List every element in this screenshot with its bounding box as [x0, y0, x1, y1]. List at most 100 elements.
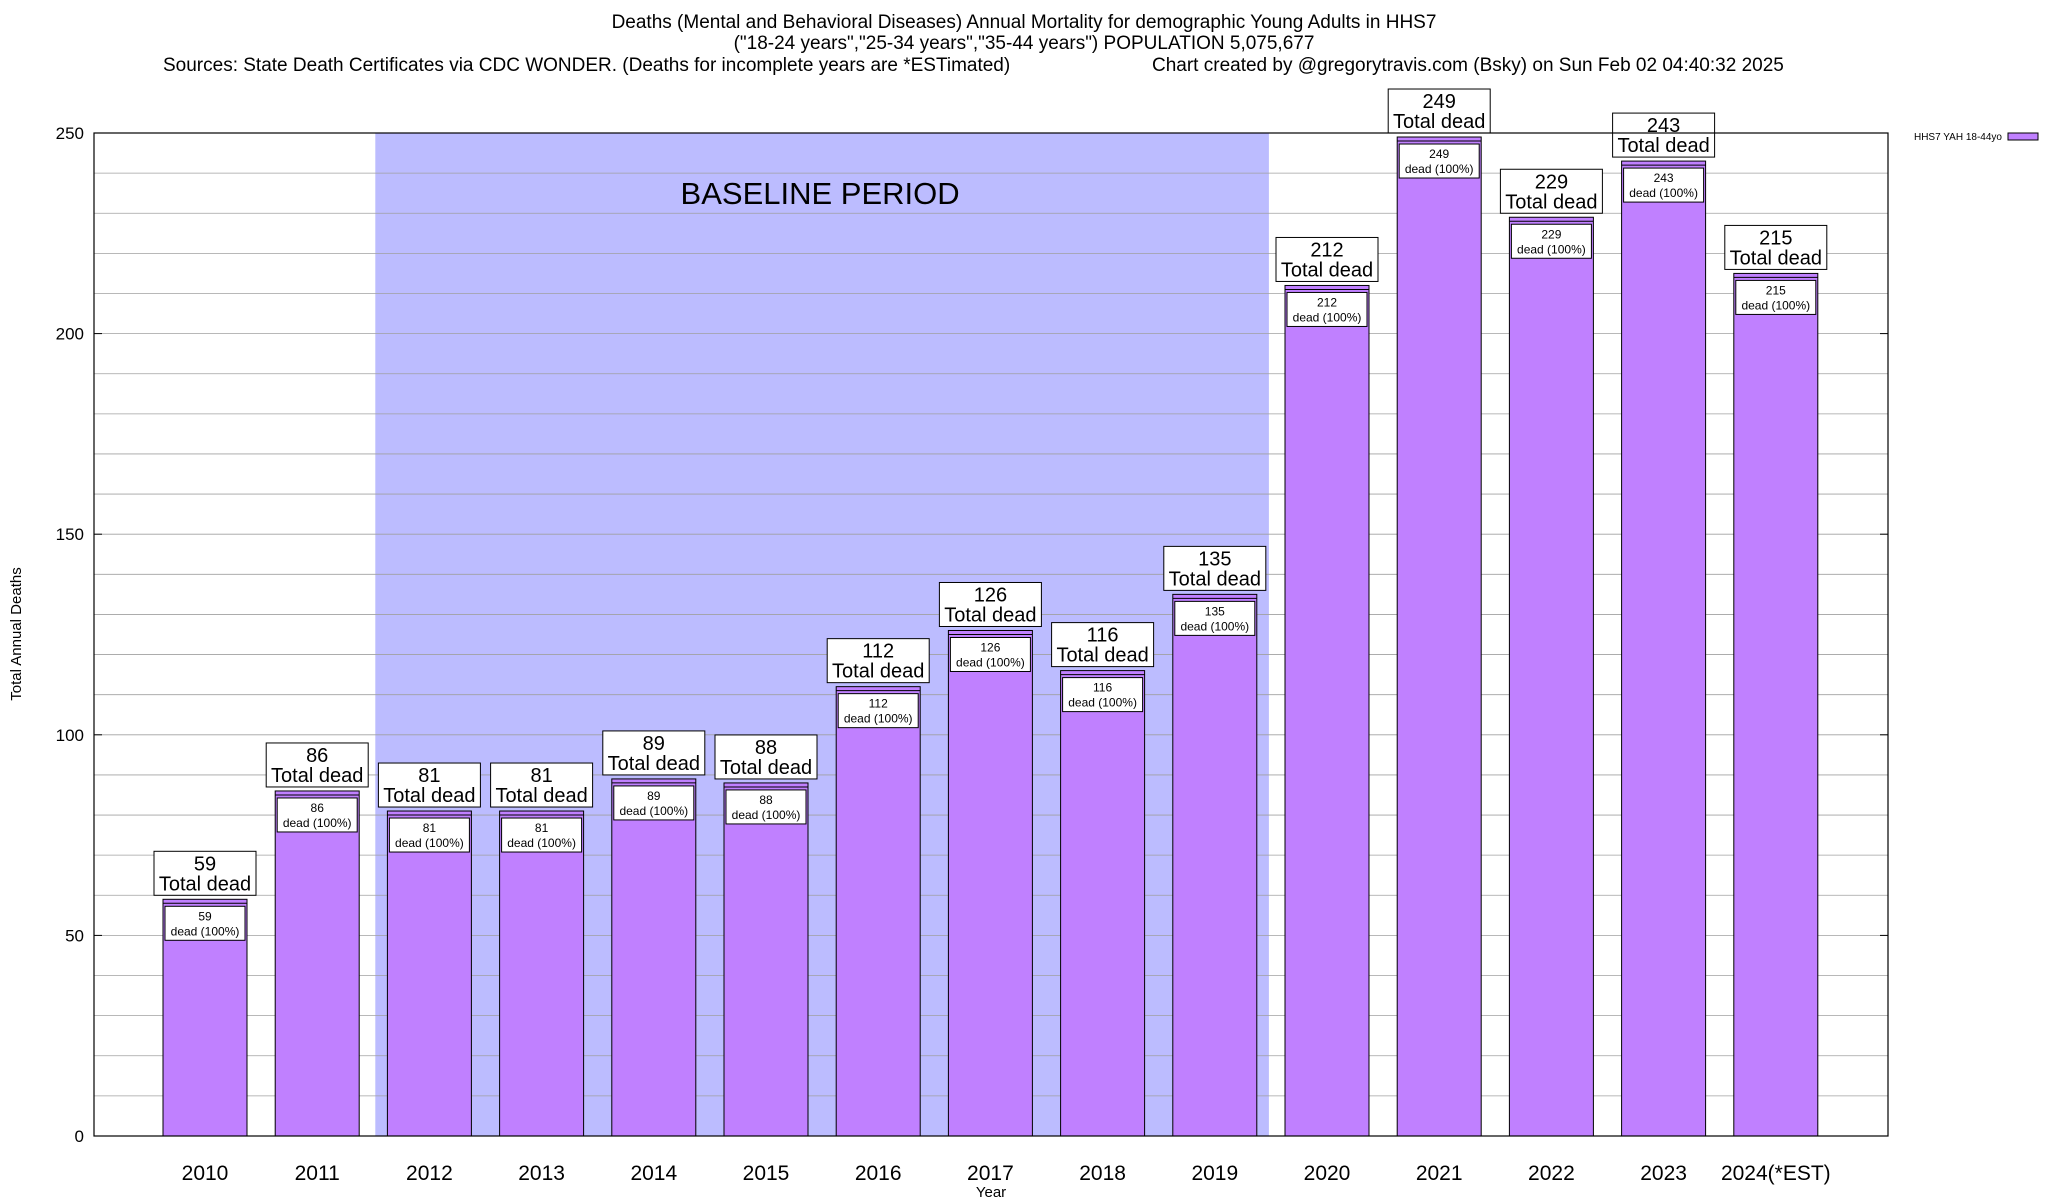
bar-inner-label-box: [1623, 167, 1705, 203]
bar-inner-label: dead (100%): [1741, 298, 1810, 312]
bar: [611, 778, 697, 1137]
bar-total-label: Total dead: [159, 873, 251, 895]
baseline-annotation: BASELINE PERIOD: [681, 176, 960, 211]
bar-inner-value: 88: [759, 793, 773, 807]
bar-total-label-box: [1163, 545, 1267, 591]
bar-inner-label: dead (100%): [1068, 696, 1137, 710]
bar-inner-label-box: [725, 789, 807, 825]
bar-inner-label-box: [388, 817, 470, 853]
bar-inner-label-box: [837, 693, 919, 729]
bar: [386, 810, 472, 1137]
bar: [723, 782, 809, 1137]
bar-total-label: Total dead: [608, 753, 700, 775]
bar-inner-value: 126: [980, 640, 1000, 654]
x-tick-label: 2022: [1528, 1162, 1575, 1185]
bar-inner-label-box: [1398, 143, 1480, 179]
bar-total-label-box: [826, 638, 930, 684]
bar: [499, 810, 585, 1137]
bar-inner-value: 212: [1317, 295, 1337, 309]
bar: [835, 686, 921, 1137]
bar-total-value: 229: [1535, 171, 1568, 193]
bar-inner-label-box: [276, 797, 358, 833]
x-tick-label: 2013: [518, 1162, 565, 1185]
bar-inner-label: dead (100%): [1405, 162, 1474, 176]
x-tick-label: 2014: [630, 1162, 677, 1185]
y-tick-label: 100: [56, 726, 84, 745]
bar-total-label-box: [1612, 112, 1716, 158]
bar-total-label-box: [377, 762, 481, 808]
bar-total-label: Total dead: [944, 604, 1036, 626]
bar-inner-value: 135: [1205, 604, 1225, 618]
bar-inner-label-box: [164, 905, 246, 941]
bar-total-label: Total dead: [832, 661, 924, 683]
bar: [1621, 160, 1707, 1137]
x-tick-label: 2015: [743, 1162, 790, 1185]
bar-inner-label-box: [1286, 291, 1368, 327]
legend-label: HHS7 YAH 18-44yo: [1914, 132, 2002, 143]
chart-sources: Sources: State Death Certificates via CD…: [163, 55, 1011, 76]
bar-total-label: Total dead: [383, 785, 475, 807]
bar-total-label-box: [490, 762, 594, 808]
bar-total-label-box: [265, 742, 369, 788]
bar: [1284, 284, 1370, 1137]
bar-total-label-box: [1499, 168, 1603, 214]
x-tick-label: 2021: [1416, 1162, 1463, 1185]
bar-total-label-box: [153, 850, 257, 896]
bar-total-value: 135: [1198, 548, 1231, 570]
y-tick-label: 150: [56, 525, 84, 544]
bar-total-label-box: [602, 730, 706, 776]
bar-inner-label: dead (100%): [1293, 310, 1362, 324]
x-tick-label: 2018: [1079, 1162, 1126, 1185]
bar-total-label: Total dead: [720, 757, 812, 779]
bar-inner-label: dead (100%): [956, 655, 1025, 669]
bar-total-label: Total dead: [1730, 247, 1822, 269]
bar-total-label-box: [1724, 224, 1828, 270]
x-tick-label: 2019: [1191, 1162, 1238, 1185]
chart-credit: Chart created by @gregorytravis.com (Bsk…: [1152, 55, 1784, 76]
bar-inner-label: dead (100%): [1180, 619, 1249, 633]
y-tick-label: 0: [75, 1127, 84, 1146]
x-tick-label: 2020: [1304, 1162, 1351, 1185]
bar-inner-value: 81: [423, 821, 437, 835]
bar-total-label: Total dead: [271, 765, 363, 787]
legend-swatch: [2007, 132, 2039, 141]
bar-inner-label: dead (100%): [619, 804, 688, 818]
bar-total-value: 81: [530, 765, 552, 787]
chart-title: Deaths (Mental and Behavioral Diseases) …: [611, 12, 1437, 33]
y-tick-label: 50: [65, 926, 84, 945]
bar-inner-value: 229: [1541, 227, 1561, 241]
bar: [1396, 136, 1482, 1137]
bar: [947, 629, 1033, 1137]
bar-total-value: 86: [306, 745, 328, 767]
bar-total-value: 81: [418, 765, 440, 787]
bar-total-label: Total dead: [1393, 111, 1485, 133]
bar-inner-label-box: [1510, 223, 1592, 259]
x-tick-label: 2011: [295, 1162, 340, 1185]
bar: [274, 790, 360, 1137]
bar-inner-label-box: [1735, 279, 1817, 315]
bar-inner-label-box: [1062, 677, 1144, 713]
bar: [1172, 593, 1258, 1137]
bar-inner-value: 116: [1093, 681, 1112, 695]
y-tick-label: 250: [56, 124, 84, 143]
bar: [1508, 216, 1594, 1137]
bar-total-label: Total dead: [1281, 259, 1373, 281]
x-tick-label: 2010: [182, 1162, 229, 1185]
bar: [1060, 670, 1146, 1137]
bar-total-value: 88: [755, 737, 777, 759]
bar-inner-label: dead (100%): [283, 816, 352, 830]
y-tick-label: 200: [56, 325, 84, 344]
bar-total-value: 212: [1310, 239, 1343, 261]
bar-total-value: 126: [974, 584, 1007, 606]
bar-total-label-box: [1387, 88, 1491, 134]
bar-inner-label-box: [613, 785, 695, 821]
bar-total-label-box: [1275, 236, 1379, 282]
bar-inner-label: dead (100%): [844, 712, 913, 726]
bar-inner-label: dead (100%): [395, 836, 464, 850]
bar-total-value: 59: [194, 853, 216, 875]
bar-total-value: 243: [1647, 115, 1680, 137]
bar-total-label-box: [938, 581, 1042, 627]
bar-inner-value: 59: [198, 909, 212, 923]
bar-total-label: Total dead: [1169, 568, 1261, 590]
